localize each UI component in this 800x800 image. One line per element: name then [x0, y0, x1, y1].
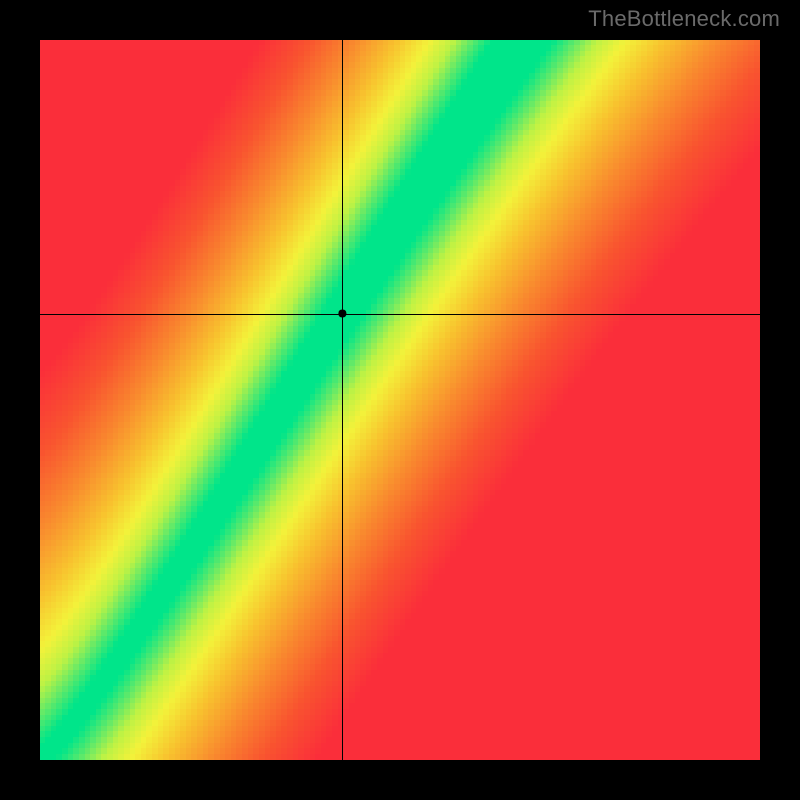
heatmap-canvas [40, 40, 760, 760]
chart-container: TheBottleneck.com [0, 0, 800, 800]
plot-area [40, 40, 760, 760]
watermark-text: TheBottleneck.com [588, 6, 780, 32]
